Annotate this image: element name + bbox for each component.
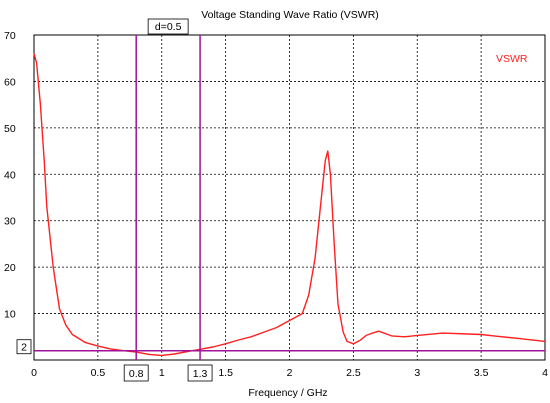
x-tick-label: 3 xyxy=(414,367,420,379)
x-tick-labels: 0 0.5 1 1.5 2 2.5 3 3.5 4 xyxy=(31,367,548,379)
x-tick-label: 1 xyxy=(159,367,165,379)
legend-vswr: VSWR xyxy=(496,53,528,65)
y-tick-label: 20 xyxy=(4,262,16,274)
marker-layer[interactable]: 2 0.8 1.3 d=0.5 xyxy=(17,19,545,381)
delta-label: d=0.5 xyxy=(155,21,182,33)
y-tick-label: 10 xyxy=(4,309,16,321)
y-tick-label: 60 xyxy=(4,76,16,88)
x-tick-label: 0.5 xyxy=(91,367,106,379)
x-axis-label: Frequency / GHz xyxy=(248,387,327,399)
grid xyxy=(34,35,545,360)
y-tick-label: 50 xyxy=(4,123,16,135)
y-tick-label: 40 xyxy=(4,169,16,181)
marker-label: 1.3 xyxy=(193,368,208,380)
x-tick-label: 4 xyxy=(542,367,548,379)
chart-title: Voltage Standing Wave Ratio (VSWR) xyxy=(201,9,379,21)
x-tick-label: 2.5 xyxy=(346,367,361,379)
y-tick-label: 30 xyxy=(4,216,16,228)
marker-label: 0.8 xyxy=(129,368,144,380)
x-tick-label: 3.5 xyxy=(474,367,489,379)
x-tick-label: 2 xyxy=(287,367,293,379)
x-tick-label: 0 xyxy=(31,367,37,379)
hline-label: 2 xyxy=(21,342,27,354)
y-tick-label: 70 xyxy=(4,30,16,42)
y-tick-labels: 10 20 30 40 50 60 70 xyxy=(4,30,16,321)
x-tick-label: 1.5 xyxy=(218,367,233,379)
